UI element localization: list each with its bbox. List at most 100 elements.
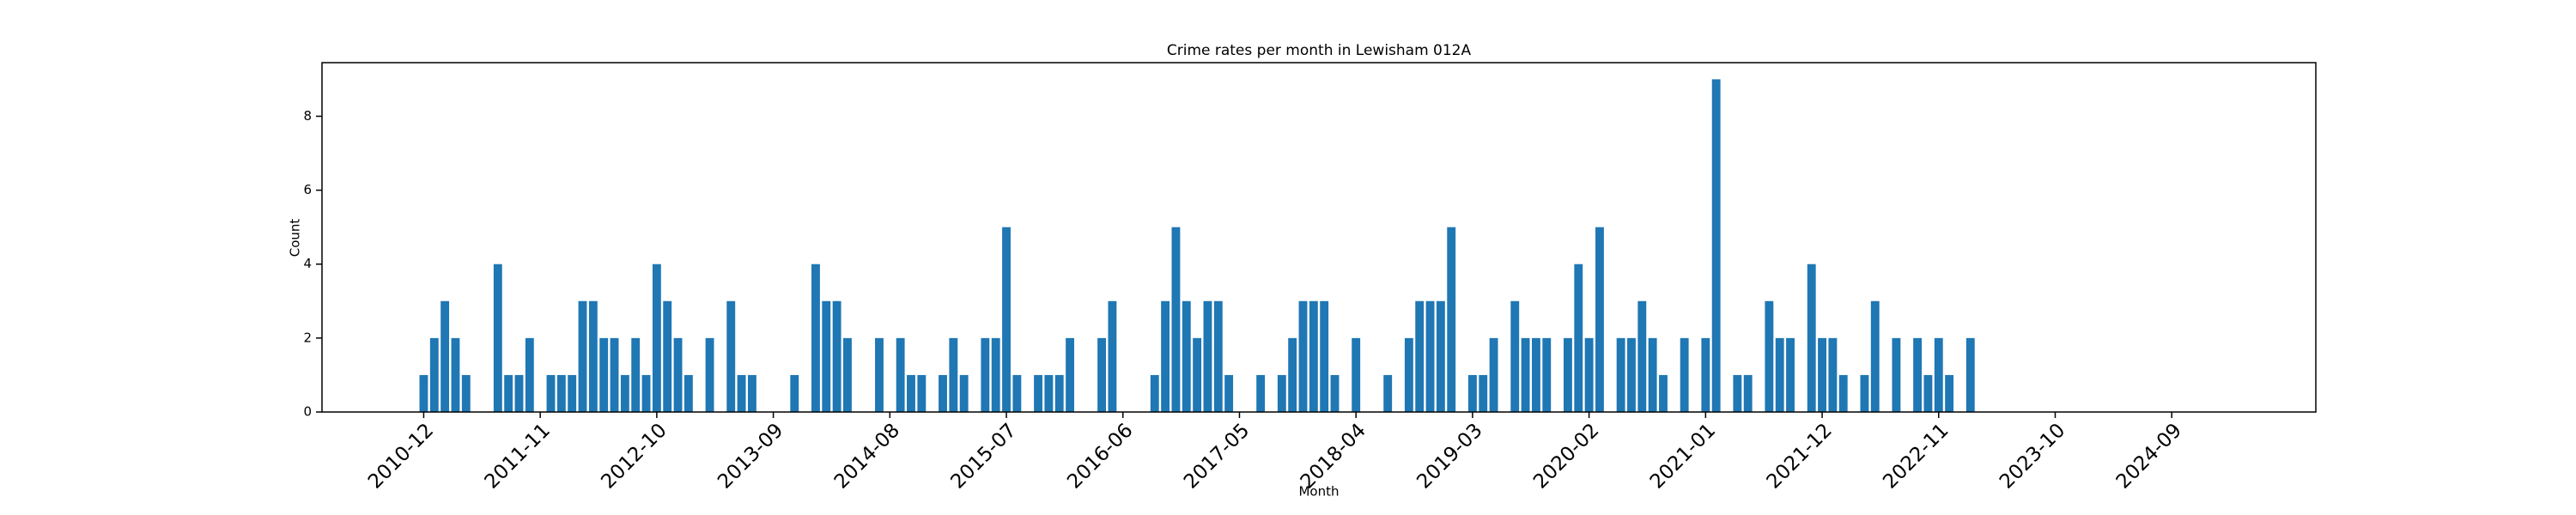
bar	[1097, 337, 1107, 412]
bar	[991, 337, 1000, 412]
bar	[1002, 227, 1011, 412]
x-tick-label: 2021-01	[1646, 419, 1720, 493]
bar	[1828, 337, 1838, 412]
bar	[1054, 374, 1064, 412]
bar	[1288, 337, 1297, 412]
bar	[1510, 300, 1520, 412]
bar	[1044, 374, 1054, 412]
bar	[1934, 337, 1943, 412]
x-tick-label: 2022-11	[1879, 419, 1953, 493]
bar	[1352, 337, 1361, 412]
bar	[1680, 337, 1689, 412]
bar	[1489, 337, 1498, 412]
bar	[1860, 374, 1869, 412]
bar	[1383, 374, 1393, 412]
bar	[939, 374, 947, 412]
bar	[514, 374, 524, 412]
bar	[981, 337, 990, 412]
bar	[673, 337, 683, 412]
bar	[1415, 300, 1425, 412]
chart-title: Crime rates per month in Lewisham 012A	[1167, 42, 1472, 59]
bar	[907, 374, 915, 412]
bar	[493, 264, 502, 412]
bar	[1256, 374, 1266, 412]
bar	[1479, 374, 1488, 412]
bar	[1309, 300, 1318, 412]
bar	[1870, 300, 1880, 412]
bar	[1108, 300, 1117, 412]
bar	[949, 337, 958, 412]
bar	[1193, 337, 1202, 412]
x-tick-label: 2021-12	[1763, 419, 1837, 493]
bar	[631, 337, 641, 412]
bar	[546, 374, 556, 412]
bar	[1838, 374, 1848, 412]
bar	[1584, 337, 1594, 412]
bar	[1807, 264, 1816, 412]
bar	[811, 264, 820, 412]
bar	[1467, 374, 1477, 412]
bar	[1298, 300, 1308, 412]
bar	[1711, 79, 1721, 412]
bar	[843, 337, 852, 412]
bar	[429, 337, 439, 412]
bar	[1531, 337, 1540, 412]
bar	[705, 337, 714, 412]
bar	[1224, 374, 1234, 412]
x-tick-label: 2018-04	[1297, 419, 1370, 493]
x-tick-label: 2020-02	[1529, 419, 1603, 493]
bar	[1171, 227, 1181, 412]
bar	[451, 337, 460, 412]
bar	[461, 374, 471, 412]
bar	[1066, 337, 1074, 412]
bar	[683, 374, 693, 412]
x-tick-label: 2024-09	[2112, 419, 2186, 493]
bar	[568, 374, 577, 412]
bar	[1447, 227, 1456, 412]
bar	[1923, 374, 1933, 412]
x-tick-label: 2012-10	[597, 419, 671, 493]
bar	[652, 264, 661, 412]
x-tick-label: 2011-11	[481, 419, 555, 493]
y-tick-label: 0	[303, 404, 312, 420]
x-tick-label: 2015-07	[947, 419, 1021, 493]
bar	[1659, 374, 1668, 412]
x-tick-label: 2016-06	[1063, 419, 1137, 493]
x-tick-label: 2017-05	[1180, 419, 1254, 493]
bar	[1965, 337, 1975, 412]
bar	[1320, 300, 1329, 412]
bar	[822, 300, 831, 412]
x-tick-label: 2014-08	[830, 419, 904, 493]
bar	[1818, 337, 1826, 412]
bar	[875, 337, 884, 412]
bar	[737, 374, 746, 412]
bar	[747, 374, 756, 412]
bar	[959, 374, 969, 412]
bar	[641, 374, 651, 412]
bar	[663, 300, 672, 412]
plot-frame	[321, 62, 2317, 413]
bar	[1765, 300, 1774, 412]
x-tick-label: 2019-03	[1413, 419, 1486, 493]
bar	[1945, 374, 1954, 412]
bar	[578, 300, 587, 412]
bar	[1595, 227, 1604, 412]
bar	[832, 300, 841, 412]
bar	[1733, 374, 1742, 412]
bar	[440, 300, 450, 412]
bar	[1330, 374, 1340, 412]
bar	[1637, 300, 1647, 412]
bar	[1521, 337, 1530, 412]
bar	[896, 337, 905, 412]
bar	[504, 374, 513, 412]
bar	[556, 374, 566, 412]
x-axis-label: Month	[1298, 484, 1339, 500]
y-tick-label: 4	[303, 256, 312, 271]
bar	[1743, 374, 1753, 412]
bar	[620, 374, 629, 412]
bar	[1034, 374, 1042, 412]
bar	[599, 337, 609, 412]
bar	[1436, 300, 1445, 412]
bar	[1277, 374, 1286, 412]
